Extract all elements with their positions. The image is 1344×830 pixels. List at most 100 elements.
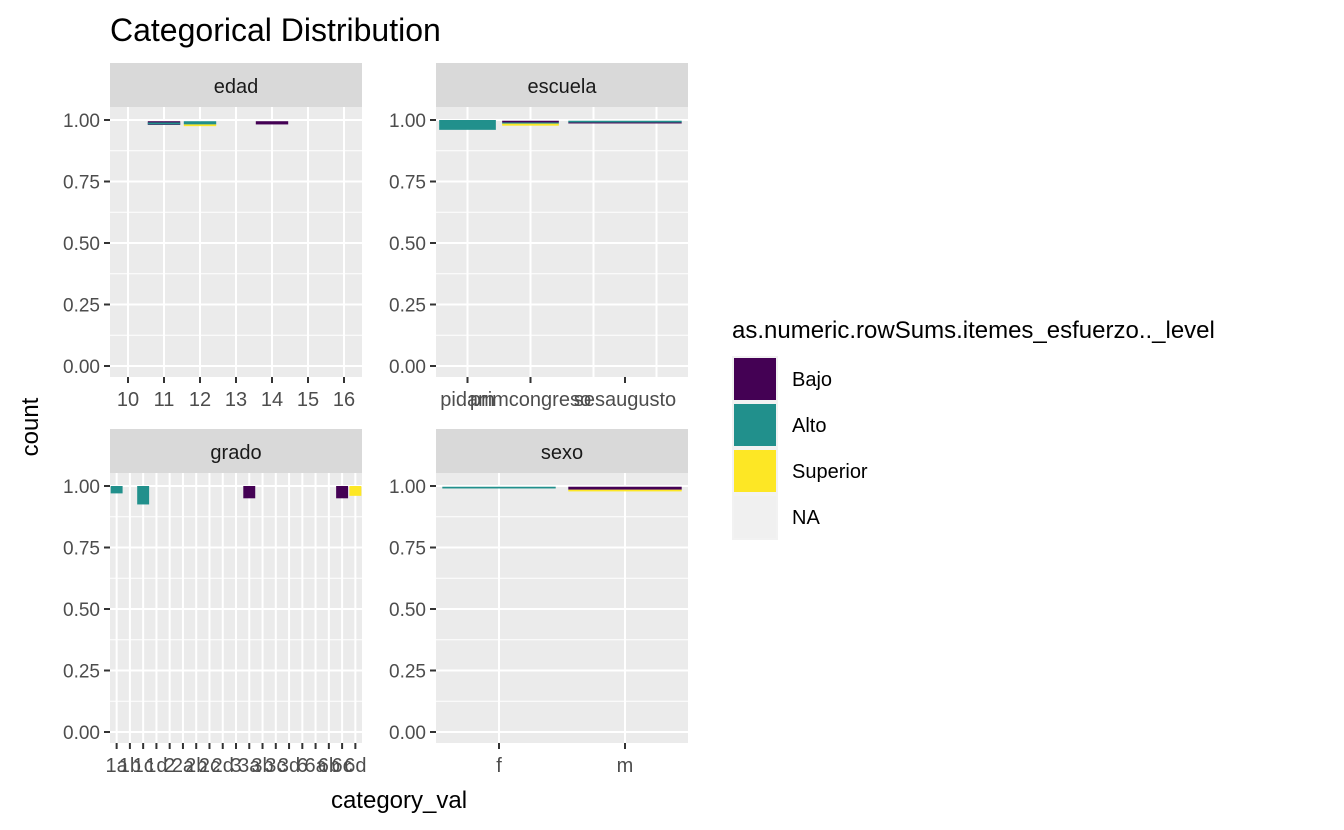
facet-panel-grado: grado 0.00 0.25 0.50 0.75 1.00 1a1b1c1d22a2b2c…	[63, 429, 366, 777]
legend: as.numeric.rowSums.itemes_esfuerzo.._lev…	[732, 317, 1215, 540]
y-tick-label: 1.00	[63, 111, 100, 132]
facet-strip-label-edad: edad	[214, 76, 259, 98]
y-tick-label: 0.50	[63, 600, 100, 621]
facet-panels: edad 0.00 0.25 0.50 0.75 1.00 10 11 12 13 14 15 16 es…	[63, 63, 688, 777]
bar-grado-3a-bajo	[243, 486, 256, 499]
legend-label: Bajo	[792, 369, 832, 391]
bar-escuela-primcongreso-bajo	[502, 120, 559, 123]
facet-strip-grado	[110, 429, 362, 473]
y-tick-label: 0.75	[389, 173, 426, 194]
y-tick-label: 1.00	[389, 477, 426, 498]
x-tick-label: pidam	[440, 389, 494, 411]
x-tick-label: 10	[117, 389, 139, 411]
facet-strip-sexo	[436, 429, 688, 473]
x-axis-title: category_val	[331, 787, 467, 814]
x-tick-label: 15	[297, 389, 319, 411]
facet-strip-edad	[110, 63, 362, 107]
legend-label: NA	[792, 507, 820, 529]
bar-escuela-sesaugusto-alto	[568, 120, 682, 123]
x-tick-label: 1c	[133, 755, 154, 777]
legend-key-swatch	[734, 404, 776, 446]
chart-title: Categorical Distribution	[110, 12, 441, 48]
bar-grado-1a-alto	[110, 486, 123, 494]
facet-strip-label-sexo: sexo	[541, 442, 583, 464]
x-tick-label: 6b	[318, 755, 340, 777]
bar-edad-14-bajo	[255, 121, 289, 125]
facet-panel-edad: edad 0.00 0.25 0.50 0.75 1.00 10 11 12 13 14 15 16	[63, 63, 362, 411]
bar-sexo-m-bajo	[568, 486, 682, 490]
x-tick-label: 3c	[265, 755, 286, 777]
x-tick-label: 6	[297, 755, 308, 777]
x-tick-label: 3a	[238, 755, 261, 777]
x-tick-label: 6d	[344, 755, 366, 777]
bar-grado-6c-bajo	[336, 486, 349, 499]
y-tick-label: 0.00	[389, 357, 426, 378]
legend-item-bajo: Bajo	[732, 356, 832, 402]
bar-edad-12-superior	[183, 124, 217, 127]
x-tick-label: 16	[333, 389, 355, 411]
x-tick-label: 12	[189, 389, 211, 411]
y-tick-label: 1.00	[63, 477, 100, 498]
y-tick-label: 0.75	[389, 539, 426, 560]
x-tick-label: 3b	[251, 755, 273, 777]
y-tick-label: 0.25	[389, 662, 426, 683]
x-tick-label: m	[617, 755, 634, 777]
y-tick-label: 0.50	[63, 234, 100, 255]
bar-edad-12-alto	[183, 121, 217, 125]
x-tick-label: primcongreso	[470, 389, 591, 411]
y-tick-label: 0.00	[389, 723, 426, 744]
x-tick-label: 6a	[304, 755, 327, 777]
y-tick-label: 0.00	[63, 357, 100, 378]
bar-edad-11-alto	[147, 122, 181, 125]
legend-key-swatch	[734, 358, 776, 400]
x-tick-label: 11	[154, 389, 175, 411]
x-tick-label: 3d	[278, 755, 300, 777]
x-tick-label: 2	[164, 755, 175, 777]
x-tick-label: 6c	[332, 755, 353, 777]
x-tick-label: 1b	[119, 755, 141, 777]
bar-sexo-f-alto	[442, 486, 556, 489]
x-tick-label: 14	[261, 389, 283, 411]
legend-item-superior: Superior	[732, 448, 868, 494]
legend-item-na: NA	[732, 494, 820, 540]
bar-grado-6d-superior	[349, 486, 362, 496]
x-tick-label: f	[496, 755, 502, 777]
bar-sexo-m-superior	[568, 489, 682, 492]
y-tick-label: 0.25	[63, 296, 100, 317]
y-tick-label: 0.25	[63, 662, 100, 683]
x-tick-label: 2b	[185, 755, 207, 777]
x-tick-label: 13	[225, 389, 247, 411]
y-tick-label: 0.50	[389, 234, 426, 255]
legend-label: Alto	[792, 415, 826, 437]
bar-escuela-primcongreso-alto	[502, 122, 559, 124]
x-tick-label: 2c	[199, 755, 220, 777]
legend-title: as.numeric.rowSums.itemes_esfuerzo.._lev…	[732, 317, 1215, 344]
bar-escuela-primcongreso-superior	[502, 123, 559, 126]
facet-panel-escuela: escuela 0.00 0.25 0.50 0.75 1.00 pidamprimcong…	[389, 63, 688, 411]
x-tick-label: 1a	[106, 755, 129, 777]
facet-panel-sexo: sexo 0.00 0.25 0.50 0.75 1.00 f m	[389, 429, 688, 777]
x-tick-label: sesaugusto	[574, 389, 676, 411]
x-tick-label: 3	[230, 755, 241, 777]
legend-key-swatch	[734, 450, 776, 492]
legend-items: Bajo Alto Superior NA	[732, 356, 868, 540]
legend-item-alto: Alto	[732, 402, 826, 448]
x-tick-label: 2a	[172, 755, 195, 777]
bar-grado-1c-alto	[137, 486, 150, 505]
facet-strip-label-grado: grado	[210, 442, 261, 464]
y-tick-label: 0.50	[389, 600, 426, 621]
y-tick-label: 0.00	[63, 723, 100, 744]
x-tick-label: 1d	[145, 755, 167, 777]
legend-label: Superior	[792, 461, 868, 483]
y-axis-title: count	[17, 397, 44, 456]
y-tick-label: 1.00	[389, 111, 426, 132]
legend-key-swatch	[734, 496, 776, 538]
bar-escuela-sesaugusto-bajo	[568, 122, 682, 124]
y-tick-label: 0.75	[63, 173, 100, 194]
facet-strip-label-escuela: escuela	[528, 76, 598, 98]
bar-escuela-pidam-alto	[439, 120, 496, 130]
facet-strip-escuela	[436, 63, 688, 107]
y-tick-label: 0.25	[389, 296, 426, 317]
x-tick-label: 2d	[212, 755, 234, 777]
